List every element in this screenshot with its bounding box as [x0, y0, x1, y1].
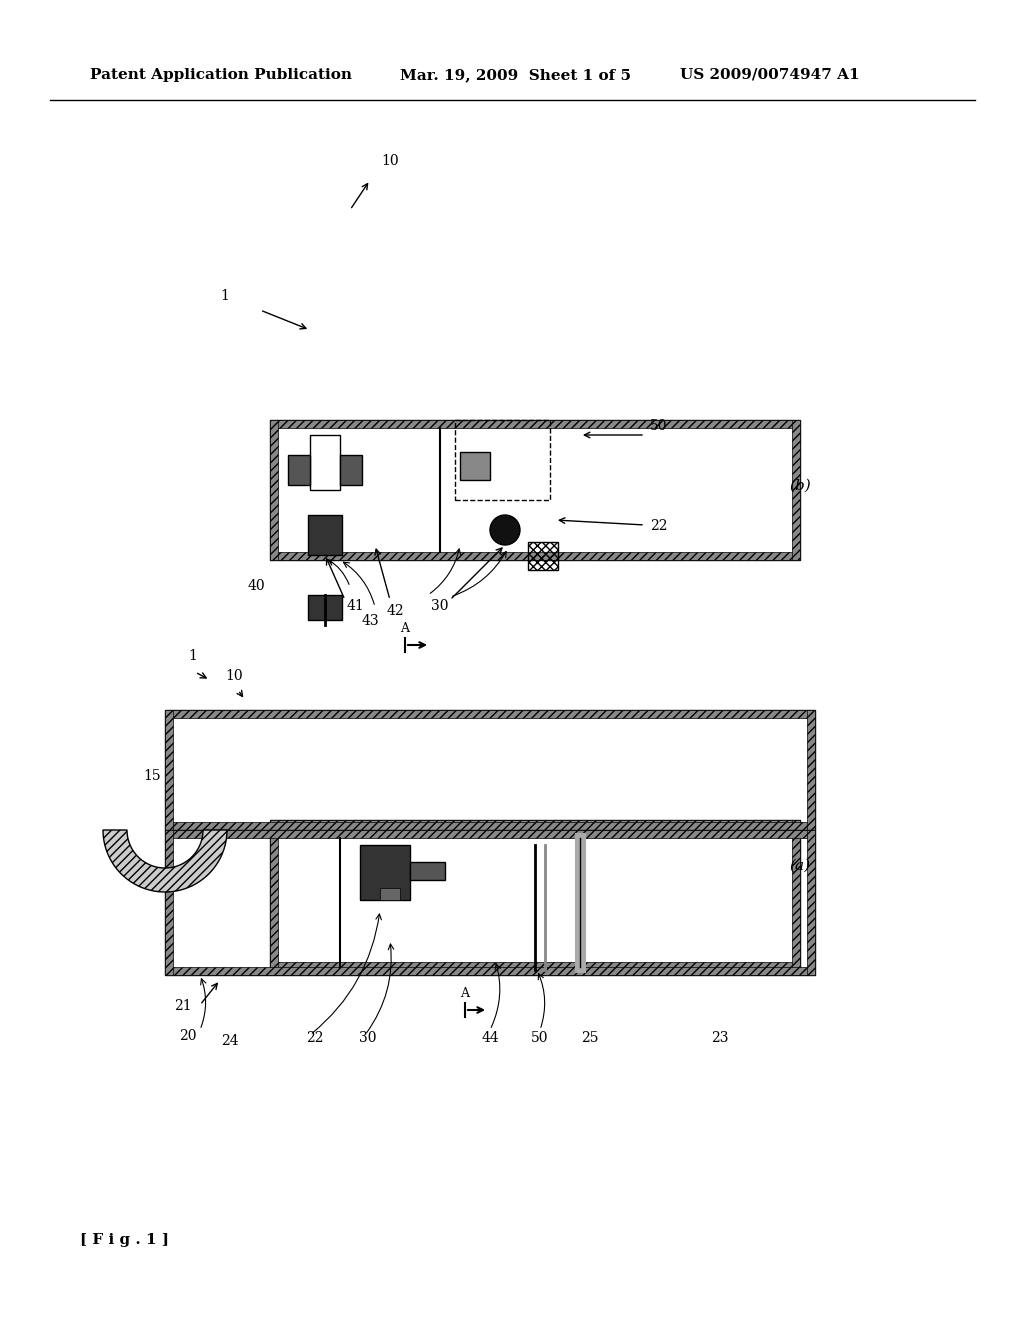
Bar — [165, 710, 173, 830]
Bar — [165, 710, 815, 718]
Text: A: A — [400, 622, 410, 635]
Text: 42: 42 — [386, 605, 403, 618]
Text: 30: 30 — [431, 599, 449, 612]
Text: 20: 20 — [179, 1030, 197, 1043]
Bar — [165, 830, 173, 975]
Text: 25: 25 — [582, 1031, 599, 1045]
Text: A: A — [461, 987, 469, 1001]
Bar — [270, 962, 800, 970]
Text: US 2009/0074947 A1: US 2009/0074947 A1 — [680, 69, 859, 82]
Text: Mar. 19, 2009  Sheet 1 of 5: Mar. 19, 2009 Sheet 1 of 5 — [400, 69, 631, 82]
Text: 1: 1 — [188, 649, 197, 663]
Text: 21: 21 — [174, 999, 191, 1012]
Text: 23: 23 — [712, 1031, 729, 1045]
Bar — [308, 595, 342, 620]
Bar — [792, 820, 800, 970]
Text: 22: 22 — [306, 1031, 324, 1045]
Bar — [455, 420, 550, 500]
Text: 10: 10 — [381, 154, 398, 168]
Bar — [165, 822, 815, 830]
Text: 50: 50 — [650, 418, 668, 433]
Bar — [460, 451, 490, 480]
Text: (a): (a) — [790, 859, 811, 873]
Text: 22: 22 — [650, 519, 668, 533]
Bar — [165, 968, 815, 975]
Text: Patent Application Publication: Patent Application Publication — [90, 69, 352, 82]
Text: (b): (b) — [790, 479, 811, 492]
Circle shape — [490, 515, 520, 545]
Bar — [165, 830, 815, 838]
Text: 41: 41 — [346, 599, 364, 612]
Text: 10: 10 — [225, 669, 243, 682]
Bar — [380, 888, 400, 900]
PathPatch shape — [103, 830, 227, 892]
Text: 24: 24 — [221, 1034, 239, 1048]
Text: 44: 44 — [481, 1031, 499, 1045]
Bar — [792, 420, 800, 560]
Text: [ F i g . 1 ]: [ F i g . 1 ] — [80, 1233, 169, 1247]
Text: 40: 40 — [248, 579, 265, 593]
Bar — [528, 543, 558, 570]
Bar — [308, 515, 342, 554]
Bar — [807, 710, 815, 830]
Bar — [270, 420, 800, 428]
Text: 50: 50 — [531, 1031, 549, 1045]
Text: 30: 30 — [359, 1031, 377, 1045]
Text: 15: 15 — [143, 770, 161, 783]
Text: 43: 43 — [361, 614, 379, 628]
Bar — [270, 820, 278, 970]
Text: 1: 1 — [220, 289, 229, 304]
Bar — [410, 862, 445, 880]
Bar — [288, 455, 310, 484]
Bar — [360, 845, 410, 900]
Bar — [310, 436, 340, 490]
Bar — [270, 820, 800, 828]
Bar — [270, 552, 800, 560]
Bar — [807, 830, 815, 975]
Bar — [340, 455, 362, 484]
Bar — [270, 420, 278, 560]
